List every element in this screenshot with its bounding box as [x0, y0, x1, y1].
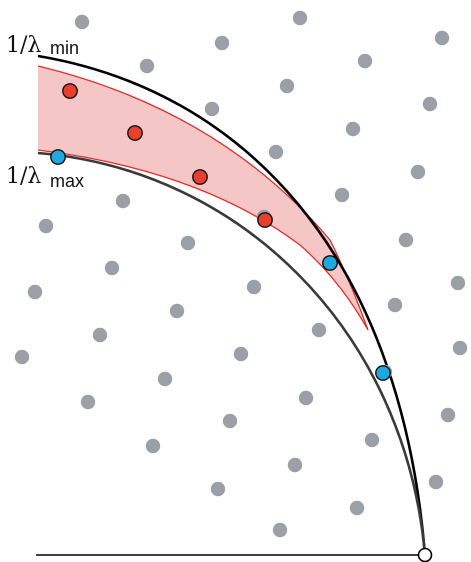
lattice-point — [349, 500, 365, 516]
lattice-point — [268, 144, 284, 160]
lattice-point — [222, 413, 238, 429]
inner-arc-1-lambda-max — [37, 151, 427, 556]
lattice-point — [157, 371, 173, 387]
lattice-point — [115, 193, 131, 209]
label-inner-sub: max — [50, 171, 84, 191]
lattice-point — [422, 96, 438, 112]
lattice-point — [345, 121, 361, 137]
lattice-point — [434, 30, 450, 46]
lattice-point — [214, 35, 230, 51]
in-band-point — [257, 212, 273, 228]
in-band-point — [62, 83, 78, 99]
band-upper-edge — [37, 65, 369, 331]
lattice-point — [287, 457, 303, 473]
lattice-point — [272, 522, 288, 538]
lattice-point — [298, 390, 314, 406]
in-band-point — [192, 169, 208, 185]
boundary-point — [50, 149, 66, 165]
lattice-point — [364, 432, 380, 448]
lattice-point — [80, 394, 96, 410]
lattice-point — [210, 481, 226, 497]
lattice-point — [104, 260, 120, 276]
lattice-point — [27, 284, 43, 300]
lattice-point — [398, 232, 414, 248]
boundary-point — [322, 255, 338, 271]
lattice-point — [387, 297, 403, 313]
in-band-points — [62, 83, 273, 228]
reflection-band — [38, 66, 368, 330]
lattice-point — [92, 327, 108, 343]
lattice-point — [38, 218, 54, 234]
lattice-point — [204, 101, 220, 117]
lattice-points — [14, 10, 468, 538]
label-outer-sub: min — [50, 38, 79, 58]
origin-point — [417, 547, 433, 562]
lattice-point — [139, 58, 155, 74]
lattice-point — [452, 340, 468, 356]
lattice-point — [246, 279, 262, 295]
boundary-point — [375, 365, 391, 381]
lattice-point — [450, 275, 466, 291]
lattice-point — [279, 78, 295, 94]
lattice-point — [169, 303, 185, 319]
lattice-point — [292, 10, 308, 26]
lattice-point — [145, 438, 161, 454]
lattice-point — [334, 187, 350, 203]
band-lower-edge — [37, 149, 369, 331]
lattice-point — [410, 164, 426, 180]
label-inner-main: 1/λ — [6, 164, 41, 189]
lattice-point — [74, 14, 90, 30]
label-outer-main: 1/λ — [6, 33, 41, 58]
lattice-point — [311, 322, 327, 338]
lattice-point — [440, 407, 456, 423]
lattice-point — [14, 349, 30, 365]
outer-arc-1-lambda-min — [37, 54, 427, 556]
lattice-point — [357, 53, 373, 69]
in-band-point — [127, 125, 143, 141]
lattice-point — [428, 474, 444, 490]
lattice-point — [180, 235, 196, 251]
boundary-points — [50, 149, 391, 381]
lattice-point — [233, 346, 249, 362]
